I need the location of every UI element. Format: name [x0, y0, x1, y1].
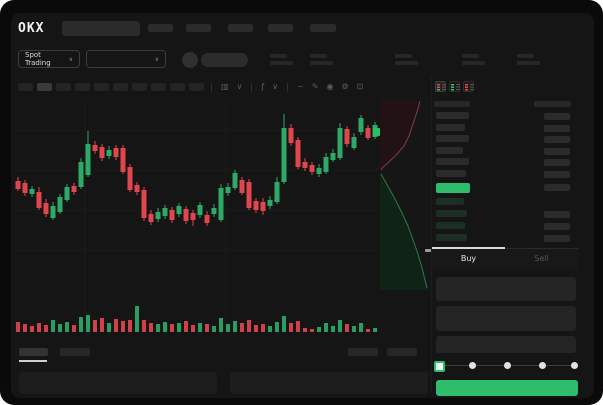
orders-panel-placeholder	[230, 372, 428, 394]
chart-type-icon[interactable]: ▥	[221, 82, 229, 91]
bottom-tab-placeholder[interactable]	[60, 348, 90, 356]
bottom-chip-placeholder[interactable]	[348, 348, 378, 356]
search-input[interactable]	[62, 21, 140, 36]
orderbook-split-view-icon[interactable]	[435, 81, 446, 92]
ask-amount-bar[interactable]	[544, 159, 570, 166]
bid-price-bar[interactable]	[436, 198, 464, 205]
nav-item-placeholder[interactable]	[268, 24, 293, 32]
ask-amount-bar[interactable]	[544, 171, 570, 178]
nav-item-placeholder[interactable]	[186, 24, 211, 32]
timeframe-button[interactable]	[75, 83, 90, 91]
slider-stop[interactable]	[504, 362, 511, 369]
ask-price-bar[interactable]	[436, 135, 469, 142]
settings-icon[interactable]: ⚙	[341, 82, 349, 91]
candlestick-chart[interactable]	[0, 96, 432, 344]
amount-input[interactable]	[436, 306, 576, 331]
slider-stop[interactable]	[539, 362, 546, 369]
timeframe-button[interactable]	[37, 83, 52, 91]
timeframe-button[interactable]	[132, 83, 147, 91]
indicators-icon[interactable]: ƒ	[261, 82, 265, 91]
chevron-down-icon[interactable]: ∨	[272, 82, 279, 91]
panel-divider	[431, 75, 432, 393]
chevron-down-icon: ∨	[154, 55, 159, 63]
okx-logo[interactable]: OKX	[18, 21, 45, 36]
bid-amount-bar[interactable]	[544, 235, 570, 242]
snapshot-icon[interactable]: ◉	[326, 82, 334, 91]
ask-price-bar[interactable]	[436, 124, 465, 131]
price-input[interactable]	[436, 277, 576, 301]
fullscreen-icon[interactable]: ⊡	[356, 82, 364, 91]
ask-amount-bar[interactable]	[544, 125, 570, 132]
slider-stop[interactable]	[469, 362, 476, 369]
bid-amount-bar[interactable]	[544, 223, 570, 230]
orders-panel-placeholder	[19, 372, 217, 394]
timeframe-button[interactable]	[94, 83, 109, 91]
toolbar-divider	[287, 82, 289, 92]
timeframe-button[interactable]	[113, 83, 128, 91]
orderbook-amount-column-header	[534, 101, 571, 107]
total-input[interactable]	[436, 336, 576, 353]
bid-amount-bar[interactable]	[544, 211, 570, 218]
bottom-tab-placeholder[interactable]	[19, 348, 48, 356]
ask-amount-bar[interactable]	[544, 113, 570, 120]
ask-price-bar[interactable]	[436, 112, 469, 119]
chevron-down-icon[interactable]: ∨	[236, 82, 243, 91]
pair-selector-dropdown[interactable]: ∨	[86, 50, 166, 68]
toolbar-divider	[211, 82, 212, 92]
orderbook-price-column-header	[434, 101, 470, 107]
orderbook-asks-view-icon[interactable]	[463, 81, 474, 92]
trade-tabs-row	[432, 248, 578, 269]
ask-amount-bar[interactable]	[544, 148, 570, 155]
slider-handle[interactable]	[434, 361, 445, 372]
chevron-down-icon: ∨	[68, 55, 73, 63]
app-surface	[11, 13, 594, 398]
tab-sell[interactable]: Sell	[534, 254, 549, 263]
active-tab-underline	[432, 247, 505, 249]
chart-toolbar: ▥ ∨ ƒ ∨ ~ ✎ ◉ ⚙ ⊡	[18, 82, 365, 92]
orderbook-last-price-amount	[544, 184, 570, 191]
ask-price-bar[interactable]	[436, 170, 466, 177]
timeframe-button[interactable]	[56, 83, 71, 91]
timeframe-button[interactable]	[170, 83, 185, 91]
timeframe-button[interactable]	[18, 83, 33, 91]
line-tool-icon[interactable]: ~	[297, 82, 304, 91]
buy-submit-button[interactable]	[436, 380, 578, 396]
toolbar-divider	[251, 82, 253, 92]
bid-price-bar[interactable]	[436, 234, 467, 241]
timeframe-button[interactable]	[189, 83, 204, 91]
bid-price-bar[interactable]	[436, 210, 467, 217]
pair-name-button[interactable]	[201, 53, 248, 67]
pair-logo-avatar[interactable]	[182, 52, 198, 68]
slider-stop[interactable]	[571, 362, 578, 369]
nav-item-placeholder[interactable]	[228, 24, 253, 32]
orderbook-last-price-highlight[interactable]	[436, 183, 470, 193]
ask-amount-bar[interactable]	[544, 136, 570, 143]
orderbook-bids-view-icon[interactable]	[449, 81, 460, 92]
market-type-label: Spot Trading	[25, 51, 51, 67]
tab-buy[interactable]: Buy	[460, 254, 477, 263]
ask-price-bar[interactable]	[436, 147, 463, 154]
timeframe-button[interactable]	[151, 83, 166, 91]
bid-price-bar[interactable]	[436, 222, 465, 229]
bottom-active-tab-underline	[19, 360, 47, 362]
nav-item-placeholder[interactable]	[148, 24, 173, 32]
market-type-dropdown[interactable]: Spot Trading ∨	[18, 50, 80, 68]
nav-item-placeholder[interactable]	[310, 24, 336, 32]
bottom-chip-placeholder[interactable]	[387, 348, 417, 356]
draw-tool-icon[interactable]: ✎	[311, 82, 319, 91]
ask-price-bar[interactable]	[436, 158, 469, 165]
